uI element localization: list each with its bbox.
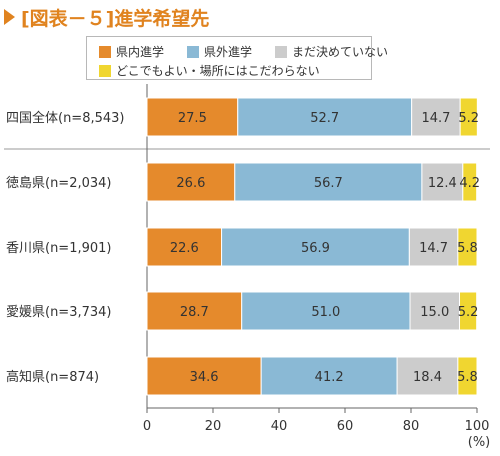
- chart-title: [図表－５]進学希望先: [21, 7, 210, 30]
- legend-swatch-kengai: [187, 45, 199, 58]
- x-tick-label: 60: [337, 419, 354, 434]
- bar-segment: [234, 162, 423, 202]
- legend-label-undecided: まだ決めていない: [292, 45, 389, 59]
- legend-label-kengai: 県外進学: [204, 45, 253, 59]
- data-label: 41.2: [315, 370, 344, 385]
- bar-segment: [146, 97, 239, 137]
- data-label: 52.7: [310, 111, 339, 126]
- data-label: 14.7: [421, 111, 450, 126]
- chart-title-row: [図表－５]進学希望先: [4, 4, 209, 30]
- data-label: 22.6: [170, 241, 199, 256]
- bar-segment: [221, 227, 410, 267]
- bar-segment: [457, 227, 478, 267]
- category-label: 高知県(n=874): [6, 369, 99, 385]
- bar-segment: [421, 162, 464, 202]
- bar-segment: [459, 291, 478, 331]
- data-label: 5.2: [458, 305, 479, 320]
- data-label: 18.4: [413, 370, 442, 385]
- bar-segment: [459, 97, 478, 137]
- x-tick-label: 100: [465, 419, 490, 434]
- bar-segment: [241, 291, 411, 331]
- category-label: 徳島県(n=2,034): [6, 176, 112, 191]
- legend-label-anywhere: どこでもよい・場所にはこだわらない: [116, 64, 320, 78]
- bar-segment: [396, 356, 459, 396]
- data-label: 26.6: [176, 176, 205, 191]
- data-label: 12.4: [428, 176, 457, 191]
- legend-swatch-undecided: [275, 45, 287, 58]
- data-label: 4.2: [459, 176, 480, 191]
- category-label: 愛媛県(n=3,734): [6, 305, 112, 320]
- data-label: 56.7: [314, 176, 343, 191]
- legend-swatch-anywhere: [99, 64, 111, 77]
- data-label: 51.0: [311, 305, 340, 320]
- data-label: 5.8: [457, 241, 478, 256]
- data-label: 5.8: [457, 370, 478, 385]
- category-label: 香川県(n=1,901): [6, 241, 112, 256]
- x-axis-unit-label: (%): [468, 435, 491, 450]
- legend-item-anywhere: どこでもよい・場所にはこだわらない: [99, 62, 320, 79]
- bar-segment: [462, 162, 478, 202]
- legend-swatch-kennai: [99, 45, 111, 58]
- x-tick-label: 80: [403, 419, 420, 434]
- category-label: 四国全体(n=8,543): [6, 110, 125, 126]
- data-label: 15.0: [420, 305, 449, 320]
- legend-item-undecided: まだ決めていない: [275, 43, 388, 60]
- data-label: 28.7: [180, 305, 209, 320]
- data-label: 5.2: [458, 111, 479, 126]
- data-label: 27.5: [178, 111, 207, 126]
- data-label: 56.9: [301, 241, 330, 256]
- bar-segment: [146, 291, 243, 331]
- data-label: 14.7: [419, 241, 448, 256]
- bar-segment: [408, 227, 459, 267]
- bar-segment: [146, 162, 236, 202]
- bar-segment: [146, 356, 262, 396]
- legend: 県内進学 県外進学 まだ決めていない どこでもよい・場所にはこだわらない: [86, 36, 388, 80]
- x-tick-label: 40: [271, 419, 288, 434]
- title-triangle-icon: [4, 9, 15, 25]
- x-tick-label: 20: [205, 419, 222, 434]
- legend-item-kengai: 県外進学: [187, 43, 252, 60]
- x-tick-label: 0: [143, 419, 151, 434]
- legend-label-kennai: 県内進学: [116, 45, 165, 59]
- data-label: 34.6: [190, 370, 219, 385]
- legend-item-kennai: 県内進学: [99, 43, 164, 60]
- bar-segment: [457, 356, 478, 396]
